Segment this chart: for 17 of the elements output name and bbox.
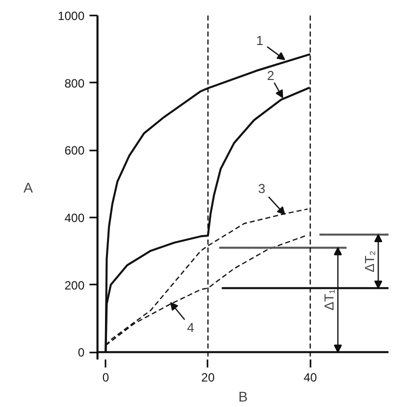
- y-tick-label: 800: [64, 76, 85, 90]
- y-tick-label: 600: [64, 144, 85, 158]
- y-tick-label: 1000: [58, 9, 85, 23]
- annotation: 1: [256, 33, 264, 48]
- x-tick-label: 0: [102, 370, 110, 384]
- annotation: 3: [258, 180, 266, 196]
- y-axis-title: A: [23, 180, 34, 196]
- x-axis-title: B: [238, 388, 248, 404]
- annotation: 2: [267, 68, 274, 84]
- annotation: 4: [187, 320, 194, 336]
- y-tick-label: 200: [64, 278, 85, 292]
- annotation: ΔT₁: [321, 288, 336, 310]
- annotation: ΔT₂: [362, 250, 377, 272]
- x-tick-label: 40: [304, 370, 318, 384]
- x-tick-label: 20: [201, 370, 215, 384]
- y-tick-label: 0: [78, 346, 85, 360]
- y-tick-label: 400: [64, 210, 85, 225]
